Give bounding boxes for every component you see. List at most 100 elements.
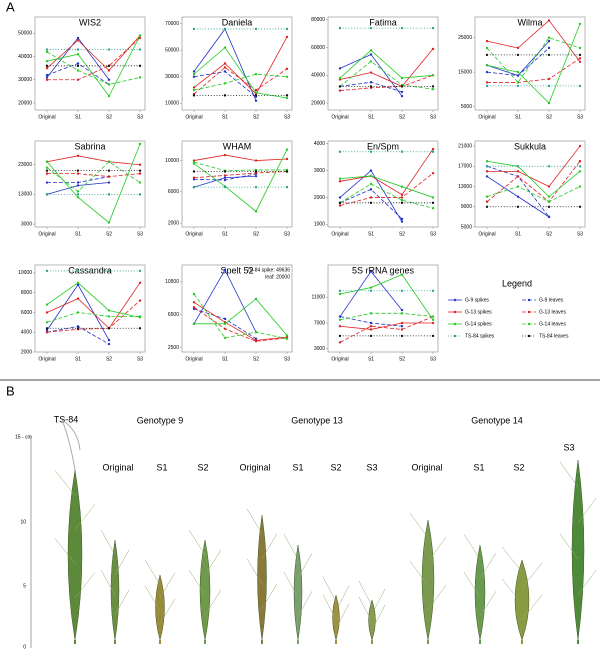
legend-title: Legend (502, 278, 532, 288)
point (516, 46, 520, 50)
point (369, 174, 373, 178)
point (516, 170, 520, 173)
x-tick-label: Original (478, 114, 495, 120)
point (369, 196, 373, 199)
plant-label: S3 (366, 462, 377, 472)
point (192, 292, 196, 296)
point (578, 22, 582, 26)
point (400, 150, 404, 153)
point (431, 206, 435, 210)
point (45, 59, 49, 63)
point (516, 185, 520, 188)
chart-title: Fatima (369, 17, 397, 27)
point (138, 163, 142, 166)
y-tick-label: 9000 (461, 204, 472, 210)
series-line (194, 298, 288, 336)
point (45, 303, 49, 306)
legend-label: TS-84 spikes (465, 333, 495, 339)
point (338, 180, 342, 183)
series-line (193, 161, 287, 172)
point (431, 196, 435, 199)
series-line (193, 66, 288, 95)
point (107, 69, 111, 72)
line-chart: Daniela 10000 30000 50000 70000 Original S1 S2 S… (165, 16, 293, 120)
point (223, 174, 227, 177)
series-line (46, 161, 141, 192)
x-tick-label: S1 (222, 114, 228, 120)
point (369, 325, 373, 328)
point (285, 334, 289, 337)
point (76, 169, 80, 172)
line-chart: Cassandra 2000 4000 6000 8000 10000 Original S1… (18, 264, 146, 362)
point (516, 195, 520, 198)
point (45, 321, 49, 324)
point (400, 328, 404, 331)
point (369, 26, 373, 30)
point (578, 144, 582, 148)
awn (463, 572, 481, 598)
point (400, 321, 404, 325)
point (547, 39, 551, 43)
plot-frame (474, 140, 586, 228)
point (285, 75, 289, 78)
awn (577, 497, 597, 524)
point (223, 94, 227, 97)
plot-frame (327, 16, 439, 111)
point (578, 60, 582, 63)
point (254, 170, 258, 173)
point (369, 169, 373, 172)
point (254, 337, 258, 340)
point (138, 64, 142, 68)
point (369, 286, 373, 289)
spike (368, 599, 376, 641)
point (138, 315, 142, 318)
y-tick-label: 7000 (314, 320, 325, 326)
leaf-curl (60, 418, 81, 471)
point (285, 157, 289, 161)
plot-frame (474, 16, 586, 111)
awn (335, 603, 350, 629)
point (45, 181, 49, 184)
plant-label: Original (411, 462, 442, 472)
point (547, 77, 551, 81)
point (107, 342, 111, 346)
point (485, 39, 489, 43)
line-chart: 5S rRNA genes 3000 7000 11000 Original S1 S2 S3 (311, 264, 439, 362)
awn (114, 589, 130, 616)
point (547, 84, 551, 88)
series-line (487, 58, 581, 83)
point (578, 170, 582, 173)
point (254, 88, 258, 92)
y-tick-label: 70000 (165, 21, 179, 27)
series-line (193, 149, 288, 212)
x-tick-label: Original (38, 231, 55, 237)
point (76, 184, 80, 187)
x-tick-label: S2 (106, 356, 112, 362)
point (107, 221, 111, 224)
point (516, 165, 520, 168)
point (76, 181, 80, 184)
y-tick-label: 20000 (18, 100, 32, 106)
series-line (339, 188, 403, 220)
group-title: Genotype 14 (471, 415, 523, 425)
point (138, 169, 142, 172)
y-tick-label: 10500 (165, 279, 179, 285)
plant-label: S3 (563, 442, 574, 452)
series-line (486, 23, 581, 104)
awn (74, 572, 96, 598)
y-tick-label: 3000 (21, 221, 32, 227)
series-line (46, 155, 141, 166)
point (338, 315, 342, 318)
series-line (193, 293, 288, 340)
chart-title: Sukkula (514, 141, 546, 151)
x-tick-label: S2 (253, 114, 259, 120)
point (107, 193, 111, 196)
y-tick-label: 40000 (18, 54, 32, 60)
plot-frame (181, 140, 293, 228)
y-tick-label: 8000 (21, 290, 32, 296)
point (192, 75, 196, 78)
point (485, 205, 489, 208)
y-tick-label: 1000 (314, 222, 325, 228)
spike (155, 574, 165, 641)
awn (144, 585, 161, 611)
